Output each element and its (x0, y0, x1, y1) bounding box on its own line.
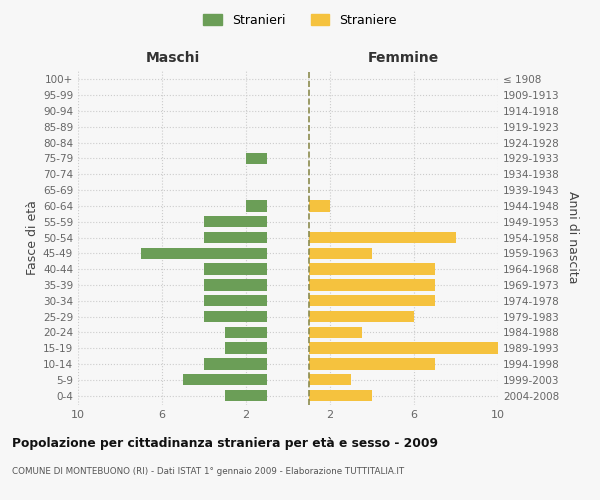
Bar (204, 358, 267, 370)
Bar (309, 232, 456, 243)
Y-axis label: Anni di nascita: Anni di nascita (566, 191, 579, 284)
Bar (309, 358, 435, 370)
Bar (225, 342, 267, 354)
Bar (204, 279, 267, 290)
Bar (246, 200, 267, 211)
Text: Popolazione per cittadinanza straniera per età e sesso - 2009: Popolazione per cittadinanza straniera p… (12, 438, 438, 450)
Text: Femmine: Femmine (368, 52, 439, 66)
Bar (183, 374, 267, 386)
Text: COMUNE DI MONTEBUONO (RI) - Dati ISTAT 1° gennaio 2009 - Elaborazione TUTTITALIA: COMUNE DI MONTEBUONO (RI) - Dati ISTAT 1… (12, 468, 404, 476)
Bar (309, 342, 509, 354)
Y-axis label: Fasce di età: Fasce di età (26, 200, 39, 275)
Bar (225, 390, 267, 401)
Bar (309, 295, 435, 306)
Bar (204, 295, 267, 306)
Text: Maschi: Maschi (145, 52, 200, 66)
Bar (204, 216, 267, 228)
Bar (204, 232, 267, 243)
Bar (309, 390, 372, 401)
Bar (204, 311, 267, 322)
Bar (141, 248, 267, 259)
Bar (309, 264, 435, 275)
Bar (309, 326, 361, 338)
Legend: Stranieri, Straniere: Stranieri, Straniere (198, 8, 402, 32)
Bar (309, 248, 372, 259)
Bar (204, 264, 267, 275)
Bar (309, 311, 414, 322)
Bar (309, 200, 330, 211)
Bar (225, 326, 267, 338)
Bar (246, 153, 267, 164)
Bar (309, 279, 435, 290)
Bar (309, 374, 351, 386)
